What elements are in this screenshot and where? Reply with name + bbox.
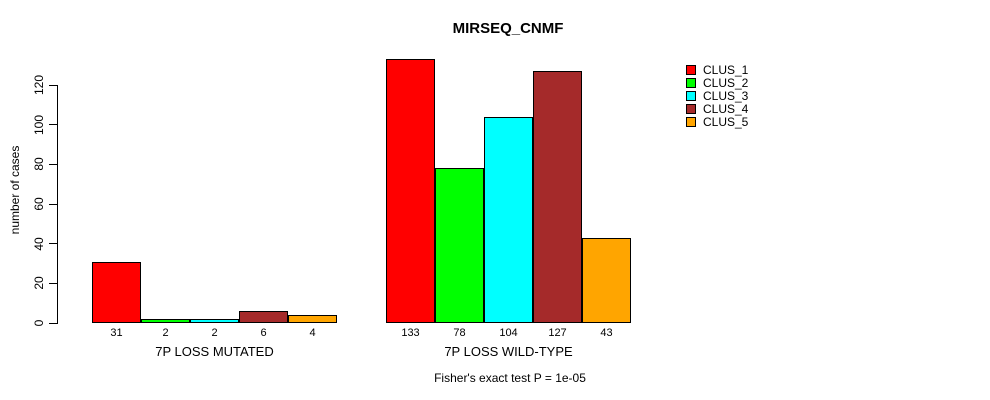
bar-value-label: 2 — [211, 327, 218, 339]
bar-clus_5 — [582, 238, 631, 323]
y-tick — [49, 282, 57, 284]
y-tick — [49, 243, 57, 245]
bar-value-label: 2 — [162, 327, 169, 339]
y-axis-line — [57, 85, 58, 324]
legend-swatch-clus_2 — [686, 78, 696, 88]
y-tick-label: 40 — [32, 236, 46, 251]
bar-value-label: 133 — [401, 327, 420, 339]
legend-label: CLUS_1 — [703, 63, 749, 77]
bar-value-label: 104 — [499, 327, 518, 339]
y-tick-label: 60 — [32, 197, 46, 211]
bar-clus_5 — [288, 315, 337, 323]
y-tick — [49, 163, 57, 165]
bar-clus_3 — [190, 319, 239, 323]
y-tick-label: 100 — [32, 114, 46, 135]
legend-swatch-clus_5 — [686, 117, 696, 127]
y-tick-label: 20 — [32, 276, 46, 291]
bar-clus_3 — [484, 117, 533, 323]
legend-swatch-clus_3 — [686, 91, 696, 101]
legend-label: CLUS_4 — [703, 102, 749, 116]
group-label: 7P LOSS MUTATED — [155, 344, 274, 359]
y-tick-label: 0 — [32, 319, 46, 327]
bar-value-label: 127 — [548, 327, 567, 339]
bar-clus_1 — [386, 59, 435, 323]
bar-value-label: 6 — [260, 327, 267, 339]
bar-value-label: 4 — [309, 327, 316, 339]
y-tick — [49, 203, 57, 205]
bar-value-label: 31 — [110, 327, 123, 339]
y-tick-label: 80 — [32, 157, 46, 172]
group-label: 7P LOSS WILD-TYPE — [444, 344, 573, 359]
bar-clus_2 — [141, 319, 190, 323]
bar-clus_2 — [435, 168, 484, 323]
bar-clus_4 — [239, 311, 288, 323]
y-tick — [49, 84, 57, 86]
legend-label: CLUS_2 — [703, 76, 749, 90]
legend-swatch-clus_1 — [686, 65, 696, 75]
y-tick — [49, 322, 57, 324]
legend-label: CLUS_3 — [703, 89, 749, 103]
chart-title: MIRSEQ_CNMF — [452, 20, 564, 37]
y-tick-label: 120 — [32, 74, 46, 96]
bar-clus_1 — [92, 262, 141, 323]
bar-clus_4 — [533, 71, 582, 323]
y-tick — [49, 124, 57, 126]
legend-swatch-clus_4 — [686, 104, 696, 114]
fisher-test-footnote: Fisher's exact test P = 1e-05 — [434, 371, 586, 385]
bar-value-label: 78 — [453, 327, 466, 339]
bar-value-label: 43 — [600, 327, 613, 339]
y-axis-label: number of cases — [8, 145, 22, 235]
legend-label: CLUS_5 — [703, 115, 749, 129]
